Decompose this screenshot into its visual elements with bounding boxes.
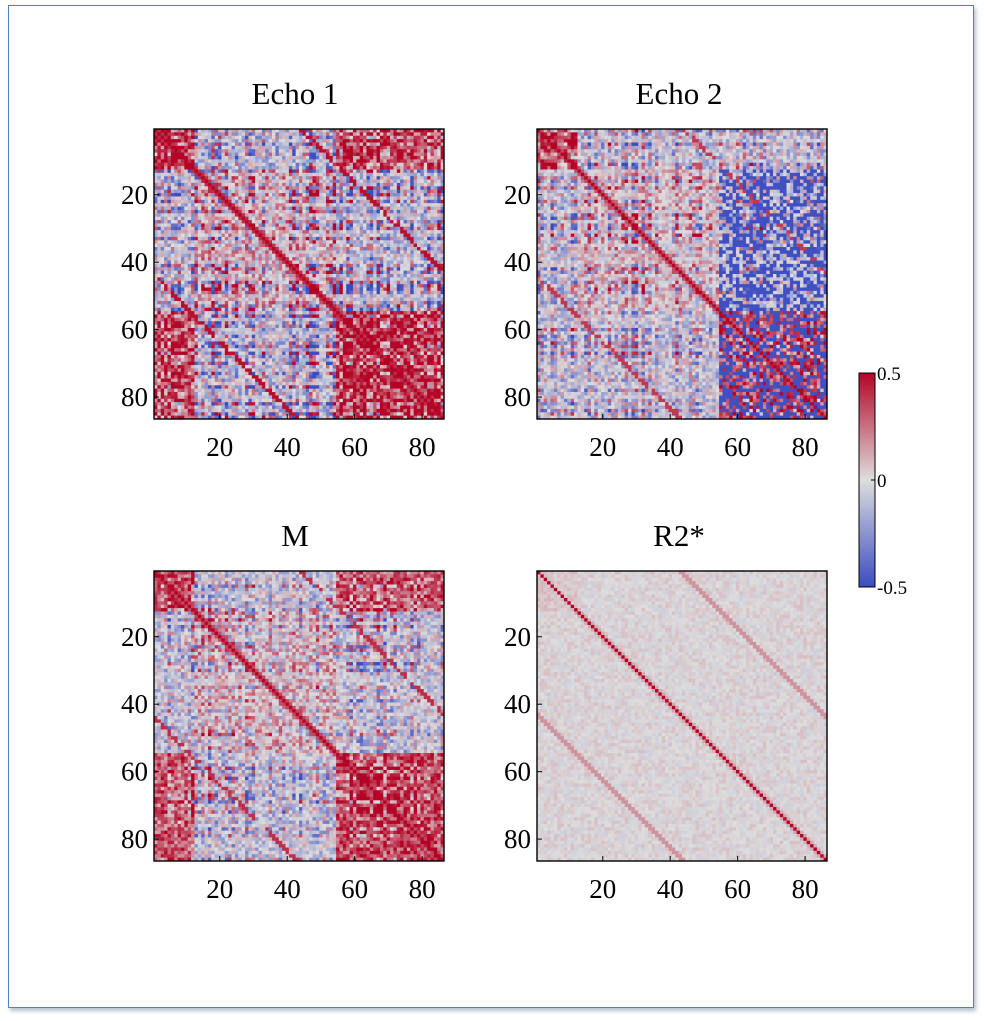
y-tick-label: 60 — [121, 757, 148, 787]
colorbar: 0.5 0 -0.5 — [859, 364, 907, 599]
y-tick-label: 60 — [121, 315, 148, 345]
panel-title: M — [281, 518, 309, 553]
x-tick-label: 60 — [724, 432, 751, 462]
heatmap-panel-1: Echo 1 20 40 60 80 20 40 60 80 — [121, 76, 444, 462]
y-tick-label: 20 — [121, 622, 148, 652]
y-tick-label: 40 — [504, 689, 531, 719]
y-tick-label: 20 — [121, 180, 148, 210]
x-tick-label: 40 — [657, 432, 684, 462]
panel-title: Echo 1 — [252, 76, 339, 111]
y-tick-label: 40 — [121, 689, 148, 719]
x-tick-label: 80 — [409, 432, 436, 462]
y-tick-label: 60 — [504, 757, 531, 787]
heatmap-cells — [537, 571, 827, 861]
x-tick-label: 60 — [341, 874, 368, 904]
x-tick-label: 80 — [409, 874, 436, 904]
y-tick-label: 80 — [504, 382, 531, 412]
heatmap-panel-2: Echo 2 20 40 60 80 20 40 60 80 — [504, 76, 827, 462]
heatmap-panel-4: R2* 20 40 60 80 20 40 60 80 — [504, 518, 827, 904]
y-tick-label: 20 — [504, 180, 531, 210]
heatmap-panel-3: M 20 40 60 80 20 40 60 80 — [121, 518, 444, 904]
x-tick-label: 60 — [724, 874, 751, 904]
x-tick-label: 20 — [206, 874, 233, 904]
x-tick-label: 60 — [341, 432, 368, 462]
heatmap-cells — [154, 571, 444, 861]
colorbar-tick-label: 0.5 — [877, 364, 901, 385]
y-tick-label: 40 — [504, 247, 531, 277]
panel-title: R2* — [653, 518, 705, 553]
y-tick-label: 80 — [504, 824, 531, 854]
x-tick-label: 40 — [657, 874, 684, 904]
colorbar-tick-label: -0.5 — [877, 578, 907, 599]
x-tick-label: 40 — [274, 874, 301, 904]
heatmap-cells — [537, 129, 827, 419]
x-tick-label: 20 — [589, 874, 616, 904]
x-tick-label: 80 — [792, 874, 819, 904]
heatmap-cells — [154, 129, 444, 419]
y-tick-label: 80 — [121, 824, 148, 854]
y-tick-label: 40 — [121, 247, 148, 277]
y-tick-label: 80 — [121, 382, 148, 412]
correlation-figure: Echo 1 20 40 60 80 20 40 60 80 Echo 2 20 40 60 80 20 40… — [0, 0, 984, 1021]
y-tick-label: 20 — [504, 622, 531, 652]
x-tick-label: 80 — [792, 432, 819, 462]
panel-title: Echo 2 — [636, 76, 723, 111]
x-tick-label: 20 — [206, 432, 233, 462]
x-tick-label: 40 — [274, 432, 301, 462]
x-tick-label: 20 — [589, 432, 616, 462]
colorbar-tick-label: 0 — [877, 471, 887, 492]
y-tick-label: 60 — [504, 315, 531, 345]
